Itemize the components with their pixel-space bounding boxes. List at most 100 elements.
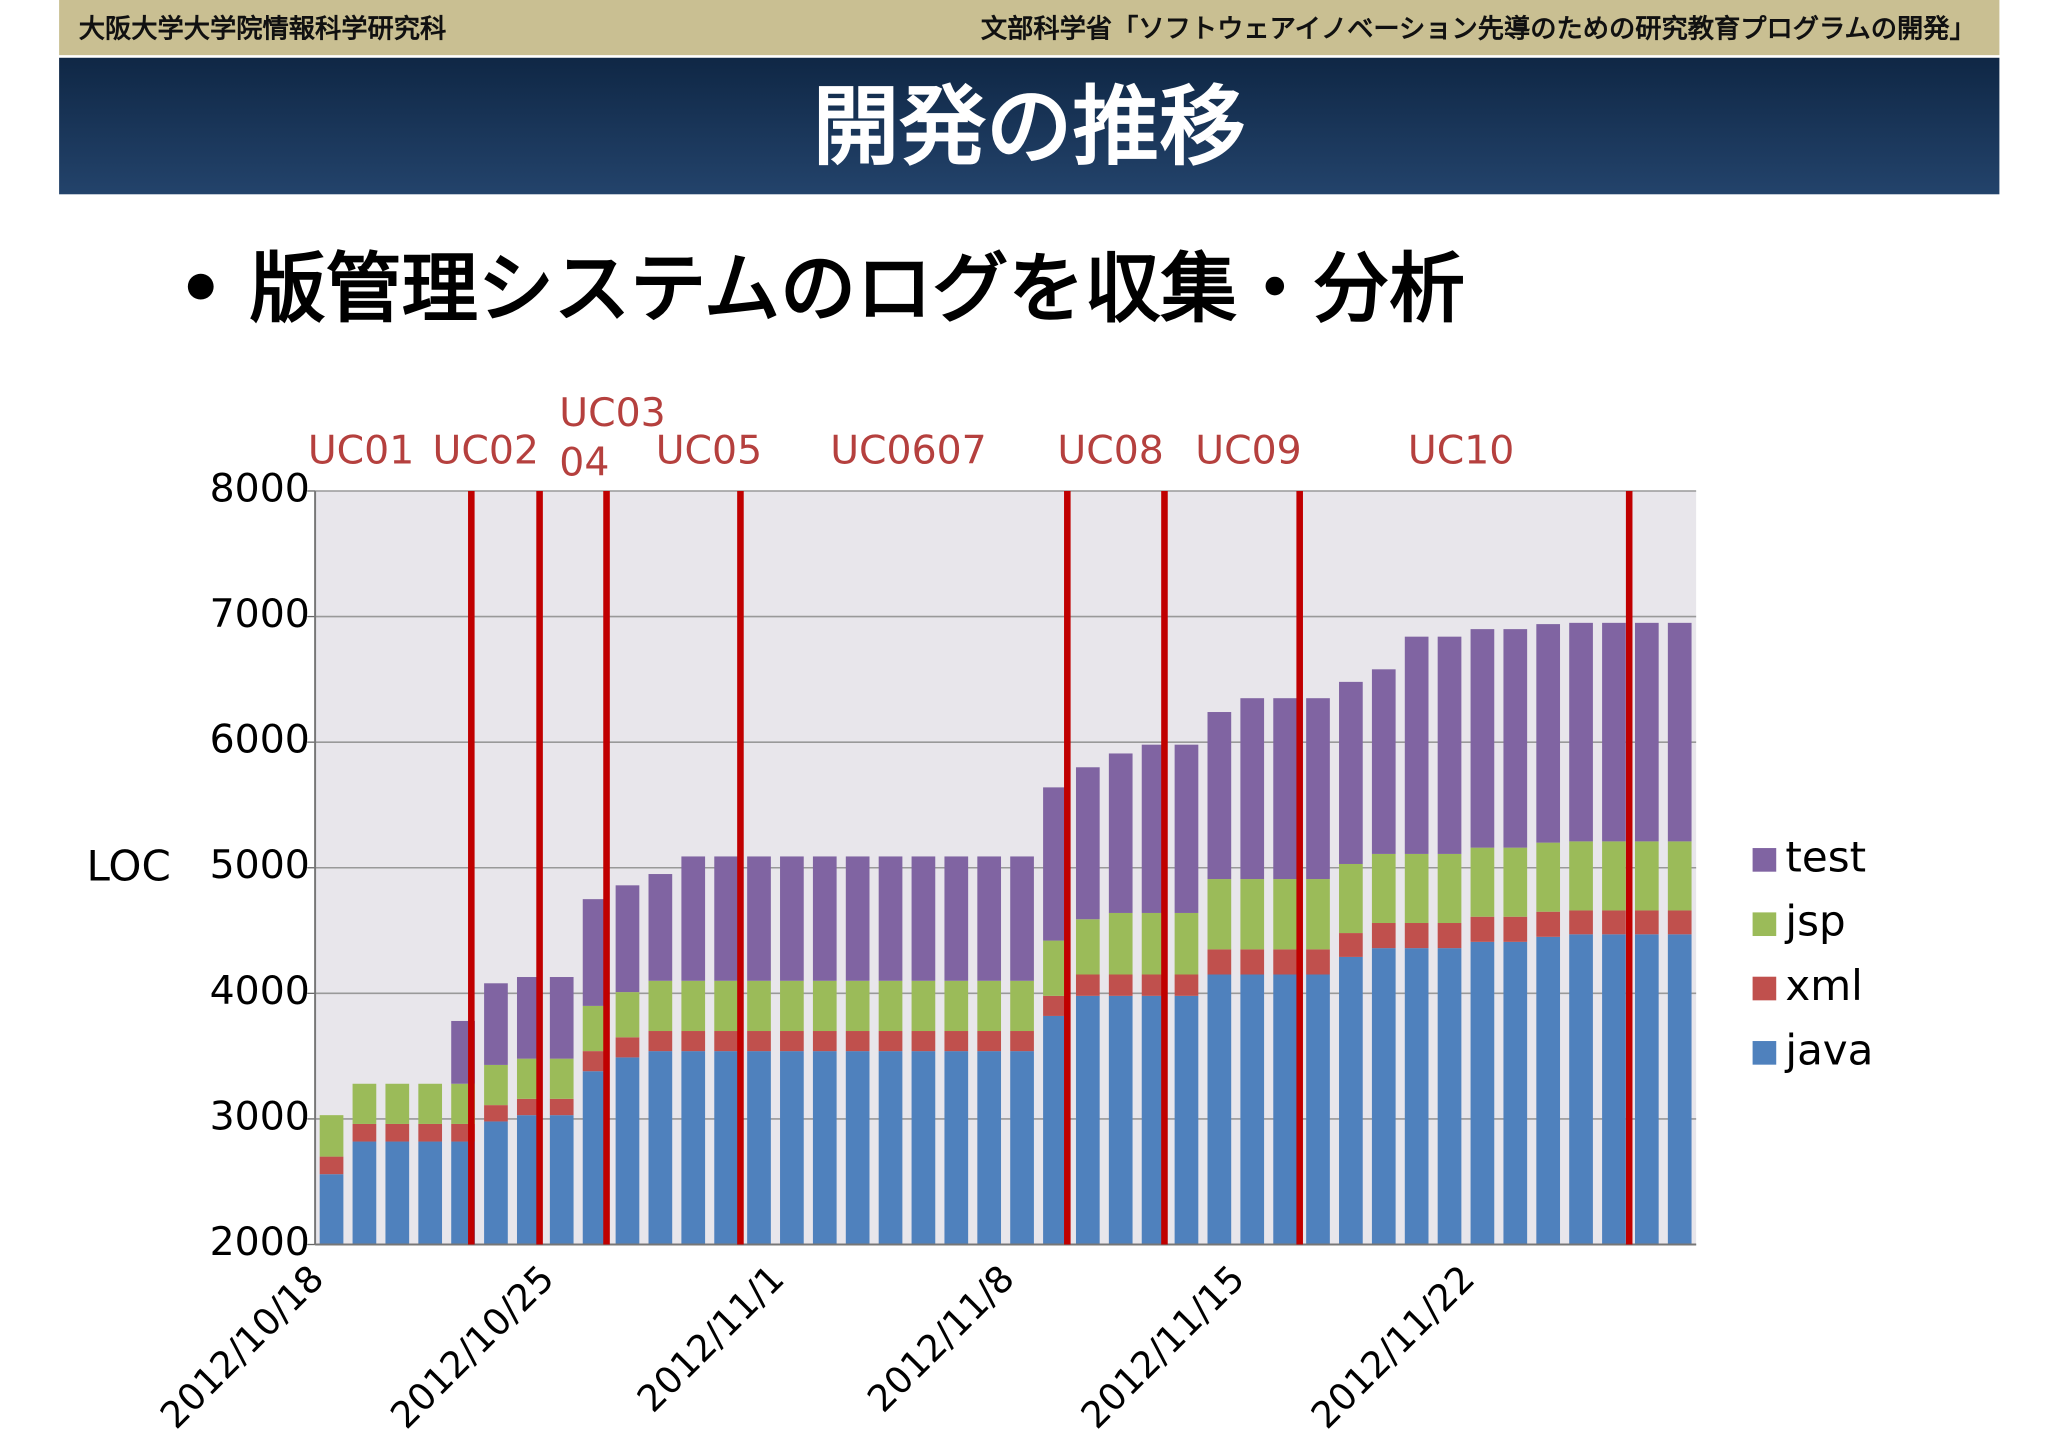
bar-segment (582, 899, 607, 1006)
bar-segment (1108, 753, 1133, 913)
bar-segment (845, 980, 870, 1032)
legend-swatch (1752, 848, 1777, 872)
slide-title: 開発の推移 (813, 78, 1246, 178)
bar-segment (549, 1098, 574, 1116)
x-tick-label: 2012/11/22 (1303, 1257, 1483, 1437)
bar-segment (714, 1031, 738, 1052)
bar-segment (780, 1031, 804, 1052)
bar-segment (1075, 995, 1100, 1245)
bar-segment (714, 1051, 738, 1245)
bar-segment (1043, 1015, 1067, 1245)
bar-segment (1075, 974, 1100, 996)
bar-segment (1404, 636, 1429, 854)
bar-segment (615, 992, 640, 1038)
bar-segment (1569, 841, 1593, 911)
bars (319, 622, 1692, 1245)
bar-segment (1339, 863, 1363, 934)
annotation: UC02 (433, 427, 539, 473)
title-band (59, 57, 2000, 195)
bar-segment (1371, 669, 1396, 854)
bar-segment (944, 1051, 969, 1245)
bar-segment (582, 1051, 607, 1072)
bar-segment (681, 1051, 706, 1245)
bar-segment (1536, 936, 1561, 1245)
bar-segment (1404, 923, 1429, 949)
bar-segment (878, 856, 903, 981)
bar-segment (1437, 636, 1462, 854)
bar-segment (944, 856, 969, 981)
bar-segment (845, 856, 870, 981)
bar-segment (1371, 853, 1396, 924)
bar-segment (1470, 847, 1495, 917)
bar-segment (549, 1058, 574, 1099)
bar-segment (780, 1051, 804, 1245)
bar-segment (1634, 934, 1659, 1245)
bar-segment (1174, 744, 1199, 913)
bar-segment (747, 980, 771, 1032)
bar-segment (582, 1071, 607, 1245)
bar-segment (944, 980, 969, 1032)
bar-segment (1339, 681, 1363, 864)
bar-segment (1536, 624, 1561, 843)
bar-segment (1141, 974, 1166, 996)
bar-segment (1273, 698, 1297, 880)
bar-segment (1667, 841, 1692, 911)
bar-segment (615, 1057, 640, 1245)
bar-segment (1634, 622, 1659, 842)
bar-segment (681, 856, 706, 981)
annotation: UC08 (1057, 427, 1163, 473)
bar-segment (1371, 948, 1396, 1245)
legend-label: test (1785, 832, 1866, 881)
bar-segment (1667, 622, 1692, 842)
bar-segment (714, 980, 738, 1032)
bar-segment (352, 1123, 377, 1142)
bar-segment (484, 983, 508, 1065)
legend-swatch (1752, 976, 1777, 1001)
x-tick-label: 2012/10/18 (152, 1257, 332, 1437)
bar-segment (1075, 919, 1100, 975)
bullet-dot: • (177, 247, 224, 332)
bar-segment (812, 980, 837, 1032)
bar-segment (1010, 980, 1034, 1032)
bar-segment (484, 1064, 508, 1106)
y-tick-label: 3000 (210, 1093, 310, 1139)
y-axis-label: LOC (87, 842, 171, 891)
bar-segment (911, 980, 936, 1032)
bar-segment (845, 1031, 870, 1052)
bar-segment (1273, 949, 1297, 975)
bar-segment (1634, 910, 1659, 935)
x-tick-label: 2012/11/1 (629, 1257, 793, 1421)
bar-segment (418, 1083, 443, 1124)
bar-segment (1174, 974, 1199, 996)
bar-segment (648, 1051, 673, 1245)
bar-segment (1141, 995, 1166, 1245)
bar-segment (1240, 949, 1265, 975)
bar-segment (1306, 974, 1330, 1245)
bar-segment (747, 856, 771, 981)
bar-segment (1470, 916, 1495, 942)
bar-segment (319, 1115, 344, 1157)
bar-segment (1075, 767, 1100, 920)
bar-segment (484, 1105, 508, 1122)
bar-segment (1108, 974, 1133, 996)
bar-segment (1503, 941, 1528, 1245)
bar-segment (977, 980, 1002, 1032)
x-tick-label: 2012/11/15 (1073, 1257, 1253, 1437)
bar-segment (878, 980, 903, 1032)
annotation: UC01 (308, 427, 414, 473)
bar-segment (1602, 622, 1626, 842)
annotation: UC0607 (830, 427, 987, 473)
bar-segment (1010, 856, 1034, 981)
bar-segment (1569, 934, 1593, 1245)
bar-segment (1108, 995, 1133, 1245)
bar-segment (582, 1005, 607, 1052)
bar-segment (1306, 949, 1330, 975)
x-tick-label: 2012/11/8 (859, 1257, 1023, 1421)
y-tick-label: 8000 (210, 465, 310, 511)
bar-segment (385, 1141, 410, 1245)
bar-segment (780, 856, 804, 981)
annotation: UC03 04 (559, 389, 665, 485)
bar-segment (780, 980, 804, 1032)
y-tick-label: 4000 (210, 968, 310, 1014)
bar-segment (1339, 933, 1363, 957)
